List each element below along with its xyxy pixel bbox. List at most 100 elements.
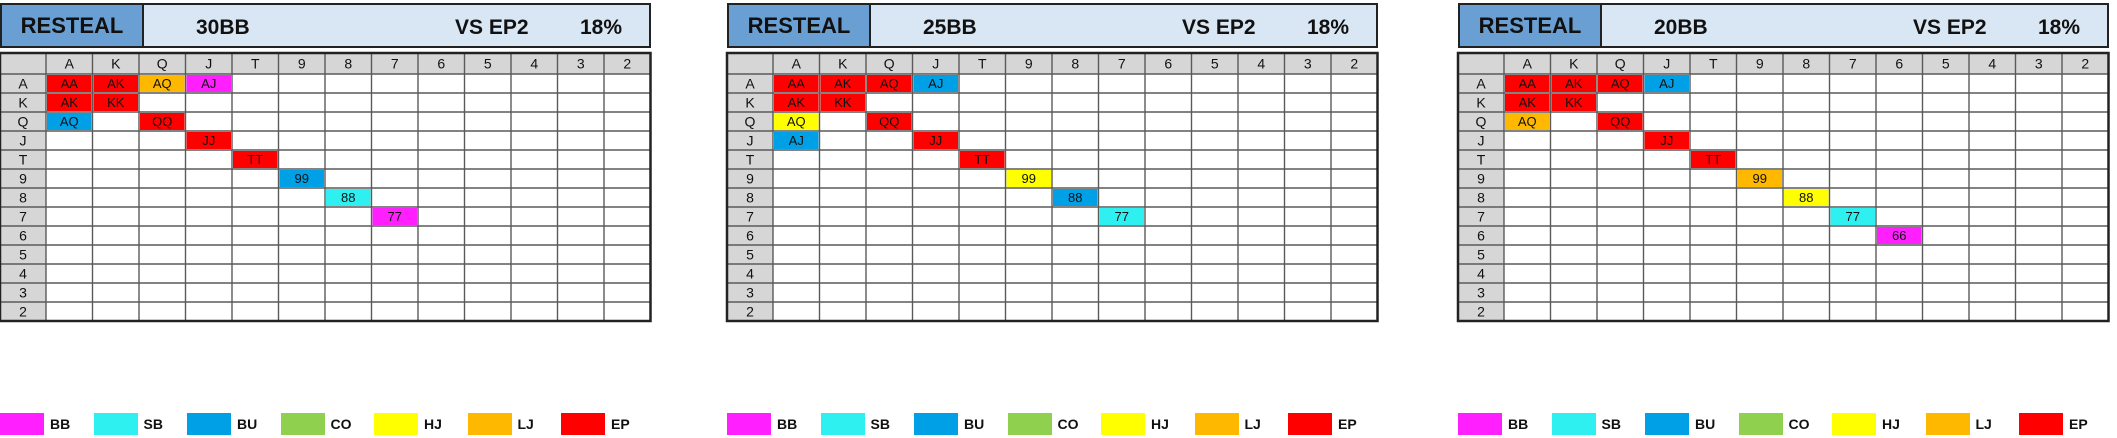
- column-label-6: 6: [437, 56, 445, 72]
- legend-label: BB: [777, 416, 798, 432]
- hand-cell-aq: [867, 75, 912, 92]
- row-label-4: 4: [746, 266, 754, 282]
- legend-item-sb: SB: [1551, 413, 1621, 435]
- column-label-j: J: [205, 56, 212, 72]
- hand-label: QQ: [879, 114, 899, 129]
- row-label-5: 5: [746, 247, 754, 263]
- column-label-k: K: [838, 56, 848, 72]
- hand-cell-aq: [1505, 113, 1550, 130]
- row-label-4: 4: [19, 266, 27, 282]
- row-label-3: 3: [1477, 285, 1485, 301]
- legend-swatch: [280, 413, 325, 435]
- row-label-q: Q: [1476, 114, 1487, 130]
- hand-label: JJ: [202, 133, 215, 148]
- row-label-4: 4: [1477, 266, 1485, 282]
- legend-item-co: CO: [280, 413, 352, 435]
- hand-label: AQ: [1518, 114, 1537, 129]
- hand-label: AQ: [787, 114, 806, 129]
- legend-item-bu: BU: [914, 413, 984, 435]
- legend-label: BB: [50, 416, 71, 432]
- column-label-q: Q: [1615, 56, 1626, 72]
- row-label-k: K: [18, 95, 28, 111]
- position-legend: BB SB BU CO HJ LJ EP: [727, 413, 1382, 435]
- hand-cell-77: [1830, 208, 1875, 225]
- legend-swatch: [1101, 413, 1145, 435]
- legend-label: BU: [237, 416, 258, 432]
- row-label-j: J: [1478, 133, 1485, 149]
- resteal-title: RESTEAL: [2, 5, 144, 46]
- hand-cell-ak: [774, 94, 819, 111]
- hand-label: AK: [788, 95, 806, 110]
- row-label-5: 5: [19, 247, 27, 263]
- column-label-q: Q: [157, 56, 168, 72]
- legend-label: HJ: [1882, 416, 1900, 432]
- hand-label: AK: [834, 76, 852, 91]
- hand-cell-88: [1053, 189, 1098, 206]
- legend-label: EP: [611, 416, 630, 432]
- legend-label: CO: [330, 416, 352, 432]
- legend-swatch: [1551, 413, 1596, 435]
- column-label-t: T: [978, 56, 987, 72]
- hand-label: TT: [1705, 152, 1721, 167]
- row-label-8: 8: [1477, 190, 1485, 206]
- row-label-2: 2: [19, 304, 27, 320]
- row-label-3: 3: [746, 285, 754, 301]
- hand-label: 77: [388, 209, 402, 224]
- hand-cell-77: [372, 208, 417, 225]
- legend-item-ep: EP: [2019, 413, 2088, 435]
- legend-item-co: CO: [1738, 413, 1810, 435]
- hand-cell-77: [1099, 208, 1144, 225]
- column-label-9: 9: [1756, 56, 1764, 72]
- legend-label: CO: [1057, 416, 1079, 432]
- legend-swatch: [1832, 413, 1876, 435]
- legend-swatch: [1458, 413, 1502, 435]
- hand-cell-aq: [1598, 75, 1643, 92]
- hand-cell-aj: [1644, 75, 1689, 92]
- legend-swatch: [187, 413, 231, 435]
- column-label-4: 4: [1257, 56, 1265, 72]
- legend-item-sb: SB: [820, 413, 890, 435]
- legend-label: CO: [1788, 416, 1810, 432]
- hand-cell-tt: [1691, 151, 1736, 168]
- hand-label: 99: [1753, 171, 1767, 186]
- hand-label: TT: [974, 152, 990, 167]
- column-label-q: Q: [884, 56, 895, 72]
- row-label-9: 9: [746, 171, 754, 187]
- column-label-5: 5: [484, 56, 492, 72]
- versus-position: VS EP2: [1913, 16, 1987, 39]
- legend-item-co: CO: [1007, 413, 1079, 435]
- legend-label: LJ: [517, 416, 534, 432]
- row-label-9: 9: [19, 171, 27, 187]
- stack-size: 20BB: [1654, 16, 1708, 39]
- hand-label: AK: [1565, 76, 1583, 91]
- resteal-title: RESTEAL: [1460, 5, 1602, 46]
- column-label-j: J: [932, 56, 939, 72]
- legend-label: BU: [1695, 416, 1716, 432]
- column-label-5: 5: [1211, 56, 1219, 72]
- row-label-bg: [0, 74, 46, 321]
- legend-swatch: [1738, 413, 1783, 435]
- hand-cell-tt: [960, 151, 1005, 168]
- hand-label: AQ: [60, 114, 79, 129]
- stack-size: 30BB: [196, 16, 250, 39]
- hand-cell-aa: [1505, 75, 1550, 92]
- hand-label: KK: [1565, 95, 1583, 110]
- row-label-6: 6: [746, 228, 754, 244]
- resteal-title: RESTEAL: [729, 5, 871, 46]
- column-label-k: K: [111, 56, 121, 72]
- hand-label: AQ: [1611, 76, 1630, 91]
- column-label-a: A: [792, 56, 802, 72]
- legend-label: SB: [143, 416, 163, 432]
- column-label-8: 8: [1071, 56, 1079, 72]
- column-label-7: 7: [1849, 56, 1857, 72]
- hand-label: 66: [1892, 228, 1906, 243]
- hand-cell-qq: [140, 113, 185, 130]
- legend-swatch: [0, 413, 44, 435]
- hand-cell-qq: [1598, 113, 1643, 130]
- hand-label: 88: [1068, 190, 1082, 205]
- chart-header: RESTEAL 30BB VS EP2 18%: [0, 3, 651, 48]
- hand-cell-jj: [913, 132, 958, 149]
